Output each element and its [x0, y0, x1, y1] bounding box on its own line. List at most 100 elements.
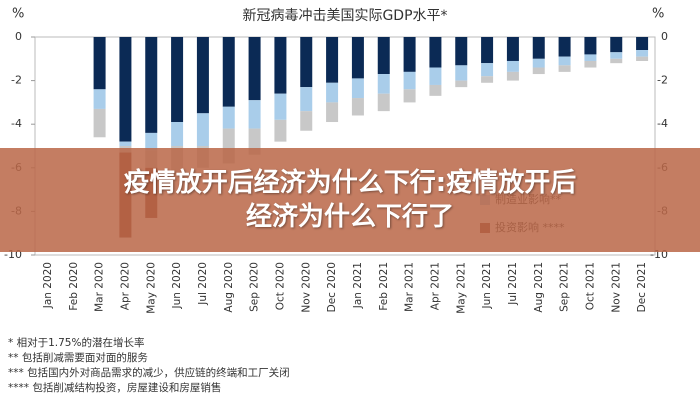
bar-segment: [636, 37, 649, 51]
x-tick-label: Sep 2020: [249, 262, 261, 312]
bar-segment: [558, 56, 571, 66]
y2-tick-label: -4: [657, 117, 668, 130]
x-tick-label: Aug 2021: [533, 262, 545, 313]
bar-segment: [248, 37, 261, 101]
x-tick-label: Jan 2020: [42, 262, 54, 309]
bar-segment: [610, 37, 623, 53]
note: **** 包括削减结构投资，房屋建设和房屋销售: [8, 382, 222, 394]
note: ** 包括削减需要面对面的服务: [8, 352, 148, 364]
bar-segment: [377, 74, 390, 94]
bar-segment: [506, 71, 519, 81]
bar-segment: [196, 37, 209, 114]
x-tick-label: Oct 2020: [274, 262, 286, 310]
bar-segment: [532, 58, 545, 68]
x-tick-label: Sep 2021: [559, 262, 571, 312]
bar-segment: [300, 111, 313, 131]
bar-segment: [377, 37, 390, 75]
bar-segment: [584, 54, 597, 61]
bar-segment: [558, 37, 571, 57]
chart-title: 新冠病毒冲击美国实际GDP水平*: [242, 8, 447, 24]
bar-segment: [248, 100, 261, 129]
banner: 疫情放开后经济为什么下行:疫情放开后 经济为什么下行了: [0, 148, 700, 252]
y-tick-label: 0: [15, 30, 22, 43]
bar-segment: [610, 52, 623, 59]
x-tick-label: Aug 2020: [223, 262, 235, 313]
x-tick-label: Dec 2021: [636, 262, 648, 312]
bar-segment: [300, 87, 313, 112]
bar-segment: [93, 37, 106, 90]
x-tick-label: Jun 2021: [481, 262, 493, 309]
bar-segment: [274, 37, 287, 94]
x-tick-label: Oct 2021: [584, 262, 596, 310]
bar-segment: [481, 37, 494, 64]
bar-segment: [455, 37, 468, 66]
y-tick-label: -4: [11, 117, 22, 130]
bar-segment: [351, 78, 364, 99]
x-tick-label: Jun 2020: [171, 262, 183, 309]
y-tick-label: -2: [11, 74, 22, 87]
banner-line: 经济为什么下行了: [245, 202, 454, 232]
bar-segment: [481, 63, 494, 77]
x-tick-label: Apr 2021: [429, 262, 441, 310]
x-tick-label: Jul 2021: [507, 262, 519, 306]
x-tick-label: Feb 2020: [68, 262, 80, 311]
bar-segment: [326, 82, 339, 103]
x-tick-label: Jul 2020: [197, 262, 209, 306]
bar-segment: [403, 37, 416, 72]
bar-segment: [584, 37, 597, 55]
bar-segment: [222, 106, 235, 129]
note: *** 包括国内外对商品需求的减少，供应链的终端和工厂关闭: [8, 367, 290, 379]
x-tick-label: Feb 2021: [378, 262, 390, 311]
bar-segment: [326, 102, 339, 123]
bar-segment: [506, 37, 519, 61]
bar-segment: [274, 119, 287, 142]
plot-frame: [34, 36, 656, 256]
bar-segment: [455, 65, 468, 81]
bar-segment: [532, 37, 545, 59]
y-unit: %: [12, 7, 24, 22]
bar-segment: [377, 93, 390, 112]
bar-segment: [481, 76, 494, 83]
bar-segment: [119, 141, 132, 146]
x-tick-label: May 2021: [455, 262, 467, 314]
y2-tick-label: -2: [657, 74, 668, 87]
bar-segment: [119, 37, 132, 142]
bar-segment: [171, 122, 184, 146]
bar-segment: [351, 37, 364, 79]
banner-line: 疫情放开后经济为什么下行:疫情放开后: [123, 168, 577, 198]
bar-segment: [351, 98, 364, 116]
x-tick-label: Nov 2020: [300, 262, 312, 313]
bar-segment: [403, 71, 416, 90]
x-tick-label: Jan 2021: [352, 262, 364, 309]
bar-segment: [145, 37, 158, 133]
bar-segment: [532, 67, 545, 75]
bar-segment: [610, 58, 623, 64]
bar-segment: [429, 84, 442, 96]
bar-segment: [636, 50, 649, 57]
x-tick-label: May 2020: [145, 262, 157, 314]
bar-segment: [300, 37, 313, 88]
y2-tick-label: 0: [661, 30, 668, 43]
bar-segment: [93, 108, 106, 138]
bar-segment: [326, 37, 339, 83]
bar-segment: [584, 60, 597, 68]
bar-segment: [558, 65, 571, 72]
x-tick-label: Apr 2020: [119, 262, 131, 310]
bar-segment: [403, 89, 416, 103]
bar-segment: [429, 37, 442, 68]
x-tick-label: Mar 2021: [404, 262, 416, 312]
bar-segment: [455, 80, 468, 88]
y2-unit: %: [652, 7, 664, 22]
bar-segment: [274, 93, 287, 120]
bar-segment: [222, 37, 235, 107]
bar-segment: [506, 60, 519, 72]
bar-segment: [636, 56, 649, 61]
x-tick-label: Mar 2020: [94, 262, 106, 312]
bar-segment: [171, 37, 184, 123]
bar-segment: [248, 128, 261, 155]
note: * 相对于1.75%的潜在增长率: [8, 337, 145, 349]
x-tick-label: Dec 2020: [326, 262, 338, 312]
bar-segment: [145, 132, 158, 151]
bar-segment: [429, 67, 442, 85]
x-tick-label: Nov 2021: [610, 262, 622, 313]
